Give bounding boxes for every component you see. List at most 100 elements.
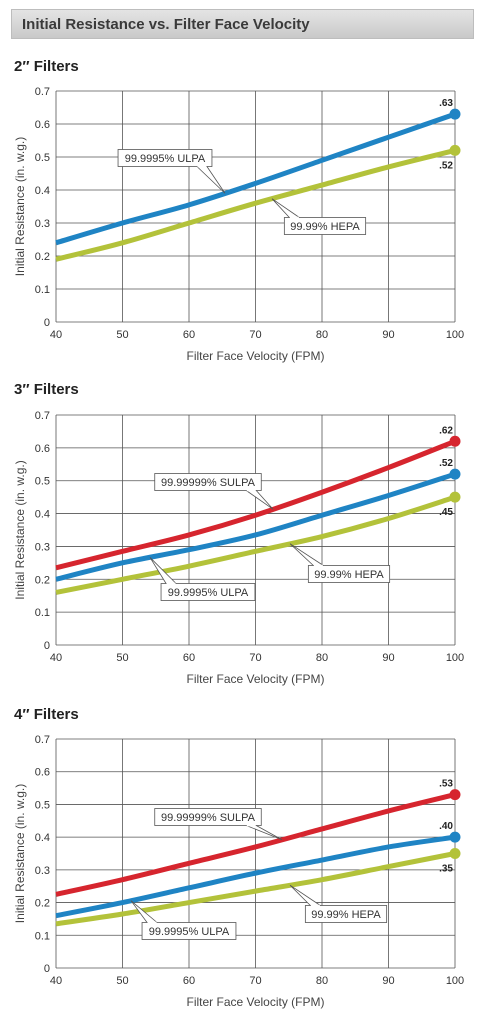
x-tick-label: 40 <box>50 975 62 987</box>
end-value-label: .52 <box>439 458 453 469</box>
y-tick-label: 0.7 <box>35 410 50 422</box>
callout-box <box>154 473 262 491</box>
callout-pointer <box>130 900 158 923</box>
callout-text: 99.99% HEPA <box>290 221 360 233</box>
x-axis-title: Filter Face Velocity (FPM) <box>186 995 324 1009</box>
callout-hepa: 99.99% HEPA <box>271 198 367 235</box>
y-tick-label: 0.6 <box>35 443 50 455</box>
callout-ulpa: 99.9995% ULPA <box>130 900 237 940</box>
y-tick-label: 0.3 <box>35 218 50 230</box>
callout-box <box>160 583 256 601</box>
y-tick-label: 0.5 <box>35 799 50 811</box>
callout-box <box>307 565 391 583</box>
end-value-label: .53 <box>439 779 453 790</box>
callout-text: 99.99999% SULPA <box>161 477 256 489</box>
y-tick-label: 0 <box>44 317 50 329</box>
series-line-hepa <box>55 147 456 262</box>
y-tick-label: 0.6 <box>35 119 50 131</box>
y-axis-title: Initial Resistance (in. w.g.) <box>13 784 27 923</box>
x-tick-label: 60 <box>183 975 195 987</box>
callout-pointer <box>246 825 283 841</box>
series-endpoint-hepa <box>449 491 461 503</box>
end-value-label: .63 <box>439 98 453 109</box>
y-tick-label: 0.2 <box>35 251 50 263</box>
callout-box <box>304 905 388 923</box>
x-tick-label: 100 <box>446 329 464 341</box>
series-endpoint-ulpa <box>449 831 461 843</box>
series-endpoint-sulpa <box>449 789 461 801</box>
x-tick-label: 50 <box>116 975 128 987</box>
callout-text: 99.9995% ULPA <box>125 153 206 165</box>
callout-text: 99.99999% SULPA <box>161 812 256 824</box>
page-title-bar: Initial Resistance vs. Filter Face Veloc… <box>11 9 474 39</box>
callout-hepa: 99.99% HEPA <box>289 543 391 583</box>
callout-box <box>283 217 367 235</box>
y-tick-label: 0.4 <box>35 509 50 521</box>
callout-text: 99.9995% ULPA <box>168 587 249 599</box>
series-endpoint-sulpa <box>449 435 461 447</box>
y-tick-label: 0.1 <box>35 930 50 942</box>
series-line-sulpa <box>55 792 456 897</box>
callout-pointer <box>289 884 321 906</box>
callout-box <box>117 149 213 167</box>
x-tick-label: 70 <box>249 329 261 341</box>
y-tick-label: 0.2 <box>35 574 50 586</box>
x-tick-label: 80 <box>316 975 328 987</box>
end-value-label: .45 <box>439 507 453 518</box>
end-value-label: .35 <box>439 864 453 875</box>
y-tick-label: 0.4 <box>35 185 50 197</box>
y-tick-label: 0.4 <box>35 832 50 844</box>
series-line-ulpa <box>55 834 456 919</box>
y-tick-label: 0 <box>44 963 50 975</box>
x-tick-label: 80 <box>316 652 328 664</box>
chart-title-2in: 2″ Filters <box>14 58 79 75</box>
x-tick-label: 40 <box>50 329 62 341</box>
callout-text: 99.9995% ULPA <box>149 926 230 938</box>
end-value-label: .40 <box>439 821 453 832</box>
x-tick-label: 80 <box>316 329 328 341</box>
callout-ulpa: 99.9995% ULPA <box>117 149 226 194</box>
callout-ulpa: 99.9995% ULPA <box>149 557 256 601</box>
series-endpoint-ulpa <box>449 468 461 480</box>
callout-box <box>141 922 237 940</box>
callout-sulpa: 99.99999% SULPA <box>154 473 274 510</box>
y-tick-label: 0.3 <box>35 865 50 877</box>
y-tick-label: 0.7 <box>35 734 50 746</box>
callout-pointer <box>289 543 324 566</box>
y-axis-title: Initial Resistance (in. w.g.) <box>13 137 27 276</box>
callout-sulpa: 99.99999% SULPA <box>154 808 283 841</box>
y-tick-label: 0.3 <box>35 541 50 553</box>
x-tick-label: 50 <box>116 329 128 341</box>
callout-pointer <box>196 166 226 194</box>
callout-hepa: 99.99% HEPA <box>289 884 388 923</box>
x-axis-title: Filter Face Velocity (FPM) <box>186 672 324 686</box>
callout-box <box>154 808 262 826</box>
x-tick-label: 100 <box>446 975 464 987</box>
series-line-ulpa <box>55 471 456 582</box>
x-tick-label: 90 <box>382 975 394 987</box>
y-tick-label: 0.1 <box>35 607 50 619</box>
callout-text: 99.99% HEPA <box>311 909 381 921</box>
callout-pointer <box>149 557 177 584</box>
y-axis-title: Initial Resistance (in. w.g.) <box>13 460 27 599</box>
x-tick-label: 60 <box>183 329 195 341</box>
x-tick-label: 90 <box>382 652 394 664</box>
y-tick-label: 0.6 <box>35 767 50 779</box>
y-tick-label: 0 <box>44 640 50 652</box>
x-tick-label: 60 <box>183 652 195 664</box>
x-tick-label: 90 <box>382 329 394 341</box>
callout-text: 99.99% HEPA <box>314 569 384 581</box>
x-tick-label: 70 <box>249 975 261 987</box>
x-tick-label: 50 <box>116 652 128 664</box>
series-endpoint-hepa <box>449 848 461 859</box>
end-value-label: .52 <box>439 160 453 171</box>
series-endpoint-ulpa <box>449 108 461 120</box>
x-tick-label: 70 <box>249 652 261 664</box>
y-tick-label: 0.5 <box>35 476 50 488</box>
x-axis-title: Filter Face Velocity (FPM) <box>186 349 324 363</box>
y-tick-label: 0.1 <box>35 284 50 296</box>
end-value-label: .62 <box>439 425 453 436</box>
